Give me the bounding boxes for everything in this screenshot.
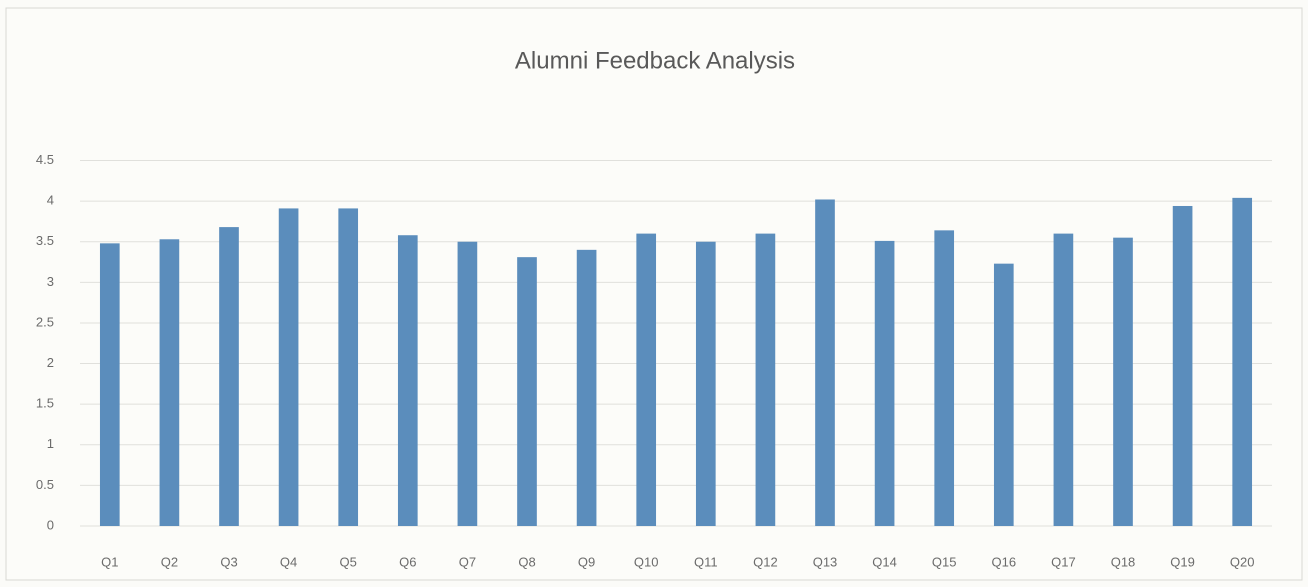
bar: [755, 233, 776, 526]
x-tick-label: Q11: [694, 554, 718, 569]
bar: [397, 235, 418, 527]
x-tick-label: Q12: [753, 554, 778, 569]
bar: [1053, 233, 1074, 526]
bar: [1232, 197, 1253, 526]
y-tick-label: 2.5: [36, 314, 54, 329]
y-tick-label: 3.5: [36, 233, 54, 248]
y-tick-label: 0.5: [36, 477, 54, 492]
y-tick-label: 2: [47, 355, 54, 370]
y-tick-label: 1: [47, 436, 54, 451]
chart-title: Alumni Feedback Analysis: [515, 47, 795, 74]
bar: [993, 263, 1014, 526]
y-tick-label: 4: [47, 193, 54, 208]
bar: [1113, 237, 1133, 526]
x-tick-label: Q17: [1051, 554, 1076, 569]
y-tick-label: 1.5: [36, 396, 54, 411]
y-tick-label: 4.5: [36, 152, 54, 167]
x-tick-label: Q6: [399, 554, 416, 569]
bar: [99, 243, 120, 526]
bar: [576, 249, 597, 526]
x-tick-label: Q8: [518, 554, 535, 569]
bar: [219, 227, 239, 526]
bar: [338, 208, 359, 526]
bar: [695, 241, 716, 526]
y-tick-label: 3: [47, 274, 54, 289]
bar: [815, 199, 835, 526]
bar: [934, 230, 955, 526]
x-tick-label: Q1: [101, 554, 118, 569]
x-tick-label: Q13: [813, 554, 838, 569]
y-tick-label: 0: [47, 517, 54, 532]
x-tick-label: Q20: [1230, 554, 1255, 569]
x-tick-label: Q5: [340, 554, 357, 569]
x-tick-label: Q4: [280, 554, 297, 569]
x-tick-label: Q14: [872, 554, 897, 569]
bar: [1172, 205, 1193, 527]
x-tick-label: Q10: [634, 554, 659, 569]
bar: [457, 241, 478, 526]
bar: [517, 257, 537, 526]
x-tick-label: Q3: [220, 554, 237, 569]
bar: [159, 239, 180, 526]
x-tick-label: Q2: [161, 554, 178, 569]
x-tick-label: Q16: [992, 554, 1017, 569]
x-tick-label: Q9: [578, 554, 595, 569]
bar: [636, 233, 657, 526]
x-tick-label: Q15: [932, 554, 957, 569]
x-tick-label: Q7: [459, 554, 476, 569]
bar: [874, 240, 895, 526]
x-tick-label: Q18: [1111, 554, 1136, 569]
x-tick-label: Q19: [1170, 554, 1195, 569]
bar: [278, 208, 299, 526]
